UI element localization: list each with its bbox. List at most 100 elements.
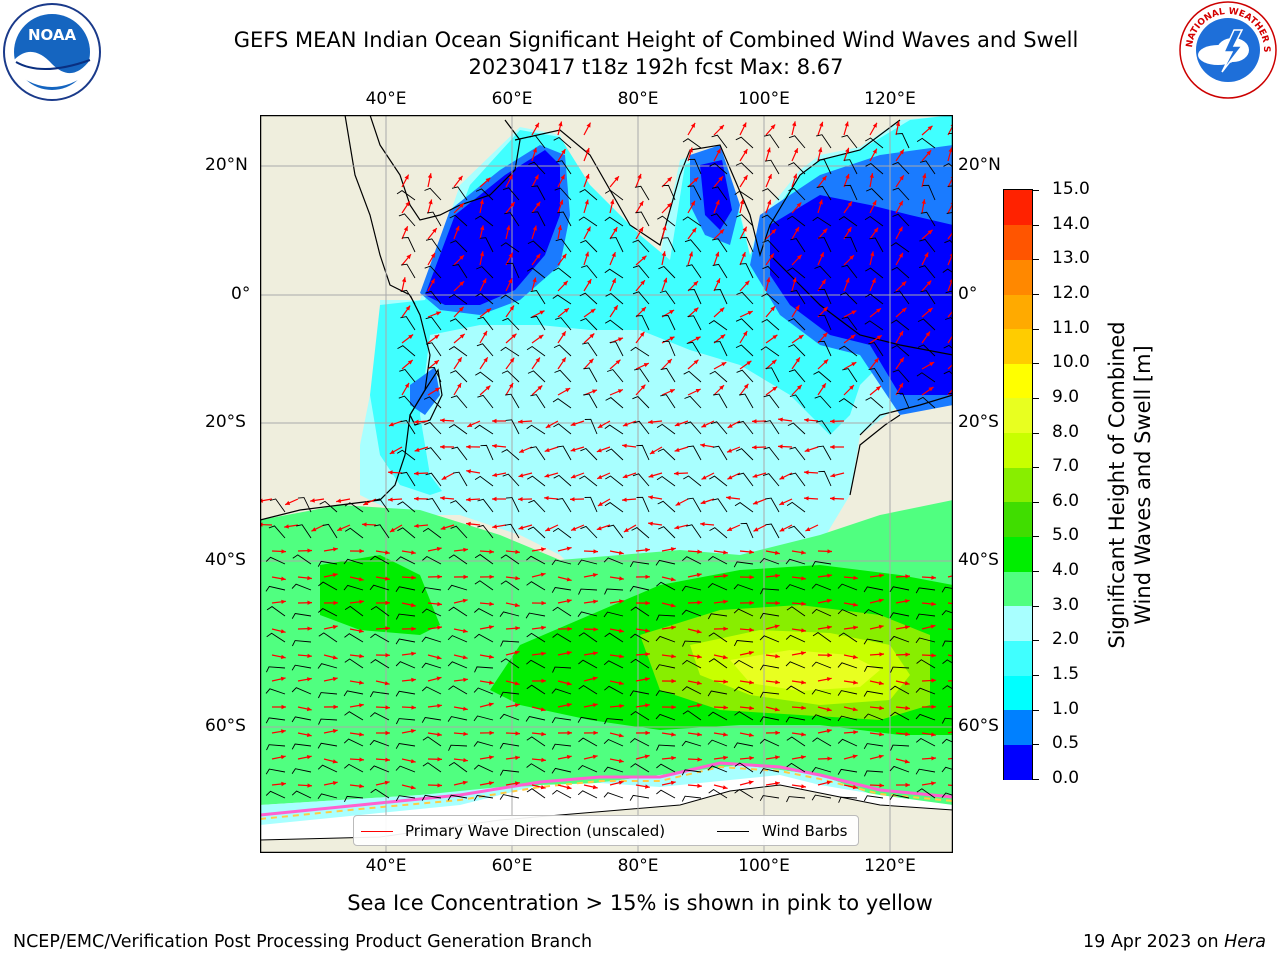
colorbar-tick-mark [1033,293,1039,295]
wind-barb [631,527,650,539]
wind-barb [268,525,286,539]
wind-barb [317,560,338,567]
wind-barb [863,586,884,593]
wave-arrow-head [611,252,616,258]
wind-barb [682,216,702,227]
wave-arrow-head [801,628,806,633]
wave-arrow-head [592,754,598,759]
wave-arrow-head [795,305,800,311]
wave-arrow-head [927,229,933,235]
wave-arrow-head [827,625,832,630]
wave-arrow-head [593,730,598,735]
wind-barb [265,790,286,799]
wind-barb [788,318,806,331]
wind-barb [788,369,806,383]
wind-barb [941,717,953,724]
wave-arrow-head [795,357,800,363]
wind-barb [916,737,936,747]
wind-barb [865,267,884,279]
wind-barb [656,763,676,773]
wind-barb [838,796,858,803]
map-legend: Primary Wave Direction (unscaled) Wind B… [353,815,859,846]
wave-arrow-head [411,626,416,631]
wave-arrow-head [749,755,754,761]
wind-barb [764,159,780,175]
wave-arrow-head [772,386,778,391]
colorbar-segment [1004,467,1032,503]
wave-arrow-head [691,227,697,233]
wind-barb [890,666,910,673]
wave-arrow-head [613,305,618,311]
wind-barb [578,659,598,669]
wind-barb [395,795,416,802]
wind-barb [915,687,936,695]
wave-arrow-head [851,362,857,367]
wind-barb [604,718,624,725]
wave-arrow-head [905,652,910,657]
wave-arrow-head [618,550,624,555]
wind-barb [787,267,806,279]
wind-barb [740,522,754,539]
wind-barb [708,658,728,669]
wind-barb [557,445,572,461]
wind-barb [707,739,728,747]
wind-barb [920,290,936,305]
colorbar-tick-label: 1.5 [1052,664,1080,685]
wave-arrow-head [821,383,826,389]
wind-barb [557,211,572,227]
wind-barb [629,561,650,568]
wind-barb [893,290,910,305]
wave-arrow-head [362,522,367,527]
wave-arrow-head [669,389,675,394]
wave-direction-arrow [947,176,953,188]
wind-barb [890,242,910,253]
wind-barb [500,658,520,669]
wind-barb [499,713,520,721]
wave-arrow-head [515,731,520,736]
wave-arrow-head [414,447,420,452]
colorbar [1003,189,1033,780]
wave-arrow-head [618,758,624,763]
wind-barb [865,137,884,149]
wind-barb [604,685,624,695]
wave-arrow-head [697,703,702,708]
wind-barb [739,393,754,409]
wind-barb [265,666,286,673]
wave-arrow-head [767,174,772,180]
wave-arrow-head [779,501,785,505]
wind-barb [580,239,598,253]
wave-arrow-head [410,785,416,790]
wind-barb [421,794,442,801]
wave-arrow-head [457,357,462,363]
wind-barb [526,475,546,487]
wave-arrow-head [462,780,468,785]
wind-barb [941,792,953,798]
wave-arrow-head [670,547,676,552]
wave-arrow-head [597,501,603,506]
wind-barb [578,216,598,227]
chart-title: GEFS MEAN Indian Ocean Significant Heigh… [233,28,1079,52]
wave-arrow-head [564,308,569,313]
wave-arrow-head [700,522,705,527]
wind-barb [604,216,624,227]
wave-arrow-head [359,757,364,762]
wind-barb [712,445,728,461]
wave-arrow-head [822,332,828,338]
legend-barb-label: Wind Barbs [762,822,848,840]
wind-barb [317,663,338,669]
wave-arrow-head [596,526,602,531]
colorbar-segment [1004,363,1032,399]
wave-arrow-head [879,652,884,657]
wave-arrow-head [623,527,629,532]
wave-arrow-head [545,527,551,531]
wind-barb [948,393,953,395]
wind-barb [655,713,676,721]
wind-barb [864,215,884,227]
vector-field [260,121,953,803]
wind-barb [837,768,858,775]
wave-arrow-head [514,602,520,608]
wave-arrow-head [405,201,410,207]
wind-barb [733,742,754,749]
wind-barb [844,236,858,253]
wave-arrow-head [639,331,645,337]
